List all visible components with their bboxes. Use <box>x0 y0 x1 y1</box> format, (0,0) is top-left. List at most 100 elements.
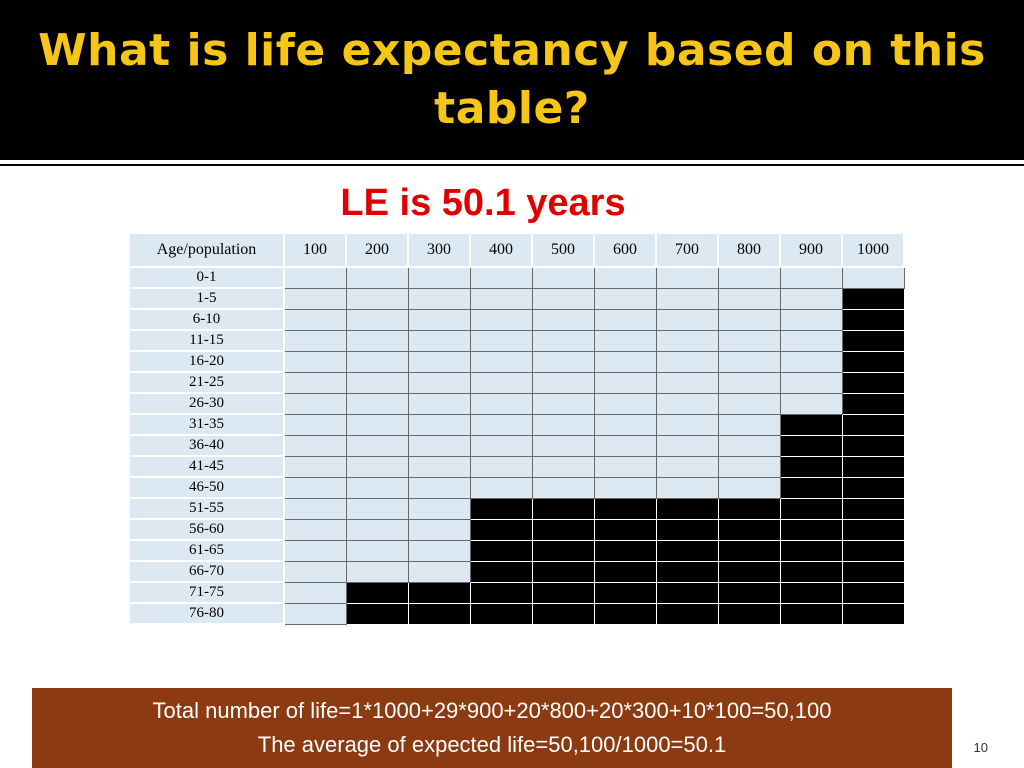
dead-cell <box>717 497 781 520</box>
dead-cell <box>593 539 657 562</box>
alive-cell <box>717 434 781 457</box>
dead-cell <box>841 308 905 331</box>
alive-cell <box>531 413 595 436</box>
dead-cell <box>531 581 595 604</box>
alive-cell <box>345 266 409 289</box>
alive-cell <box>283 434 347 457</box>
alive-cell <box>345 476 409 499</box>
header-population-col: 400 <box>469 232 533 268</box>
alive-cell <box>593 350 657 373</box>
dead-cell <box>531 518 595 541</box>
dead-cell <box>407 602 471 625</box>
alive-cell <box>283 350 347 373</box>
age-group-cell: 61-65 <box>128 539 285 562</box>
alive-cell <box>593 371 657 394</box>
alive-cell <box>345 539 409 562</box>
age-group-cell: 76-80 <box>128 602 285 625</box>
alive-cell <box>469 392 533 415</box>
dead-cell <box>841 602 905 625</box>
dead-cell <box>841 539 905 562</box>
alive-cell <box>345 287 409 310</box>
dead-cell <box>841 434 905 457</box>
alive-cell <box>531 329 595 352</box>
alive-cell <box>283 308 347 331</box>
dead-cell <box>841 497 905 520</box>
summary-box: Total number of life=1*1000+29*900+20*80… <box>32 688 952 768</box>
table-row: 66-70 <box>128 560 905 583</box>
alive-cell <box>469 434 533 457</box>
alive-cell <box>593 287 657 310</box>
age-group-cell: 0-1 <box>128 266 285 289</box>
table-row: 71-75 <box>128 581 905 604</box>
alive-cell <box>655 329 719 352</box>
alive-cell <box>655 434 719 457</box>
dead-cell <box>593 560 657 583</box>
alive-cell <box>407 350 471 373</box>
alive-cell <box>407 329 471 352</box>
alive-cell <box>593 308 657 331</box>
table-row: 51-55 <box>128 497 905 520</box>
alive-cell <box>469 371 533 394</box>
dead-cell <box>841 371 905 394</box>
dead-cell <box>593 518 657 541</box>
alive-cell <box>407 392 471 415</box>
dead-cell <box>655 602 719 625</box>
alive-cell <box>283 581 347 604</box>
alive-cell <box>469 350 533 373</box>
dead-cell <box>655 518 719 541</box>
table-row: 0-1 <box>128 266 905 289</box>
age-group-cell: 51-55 <box>128 497 285 520</box>
dead-cell <box>841 476 905 499</box>
table-row: 11-15 <box>128 329 905 352</box>
alive-cell <box>407 371 471 394</box>
alive-cell <box>593 392 657 415</box>
alive-cell <box>283 518 347 541</box>
life-table: Age/population 100 200 300 400 500 600 700 800 9… <box>128 232 905 625</box>
alive-cell <box>531 455 595 478</box>
dead-cell <box>779 455 843 478</box>
alive-cell <box>469 455 533 478</box>
dead-cell <box>345 602 409 625</box>
header-population-col: 100 <box>283 232 347 268</box>
slide-title-line1: What is life expectancy based on this <box>38 25 986 76</box>
alive-cell <box>407 560 471 583</box>
alive-cell <box>407 518 471 541</box>
alive-cell <box>407 455 471 478</box>
alive-cell <box>407 266 471 289</box>
summary-line2: The average of expected life=50,100/1000… <box>257 732 727 757</box>
dead-cell <box>655 497 719 520</box>
header-population-col: 300 <box>407 232 471 268</box>
alive-cell <box>779 287 843 310</box>
alive-cell <box>655 266 719 289</box>
dead-cell <box>841 560 905 583</box>
dead-cell <box>717 560 781 583</box>
header-population-col: 900 <box>779 232 843 268</box>
alive-cell <box>469 287 533 310</box>
alive-cell <box>717 371 781 394</box>
dead-cell <box>345 581 409 604</box>
alive-cell <box>593 266 657 289</box>
alive-cell <box>531 371 595 394</box>
header-population-col: 700 <box>655 232 719 268</box>
le-result: LE is 50.1 years <box>340 182 626 224</box>
alive-cell <box>283 329 347 352</box>
alive-cell <box>531 287 595 310</box>
table-row: 31-35 <box>128 413 905 436</box>
dead-cell <box>531 602 595 625</box>
alive-cell <box>345 434 409 457</box>
title-bar: What is life expectancy based on this ta… <box>0 0 1024 160</box>
alive-cell <box>717 287 781 310</box>
table-row: 61-65 <box>128 539 905 562</box>
alive-cell <box>345 497 409 520</box>
dead-cell <box>655 539 719 562</box>
dead-cell <box>469 560 533 583</box>
alive-cell <box>283 539 347 562</box>
alive-cell <box>655 392 719 415</box>
dead-cell <box>469 539 533 562</box>
alive-cell <box>531 266 595 289</box>
alive-cell <box>779 308 843 331</box>
dead-cell <box>841 329 905 352</box>
alive-cell <box>655 413 719 436</box>
age-group-cell: 36-40 <box>128 434 285 457</box>
alive-cell <box>717 350 781 373</box>
